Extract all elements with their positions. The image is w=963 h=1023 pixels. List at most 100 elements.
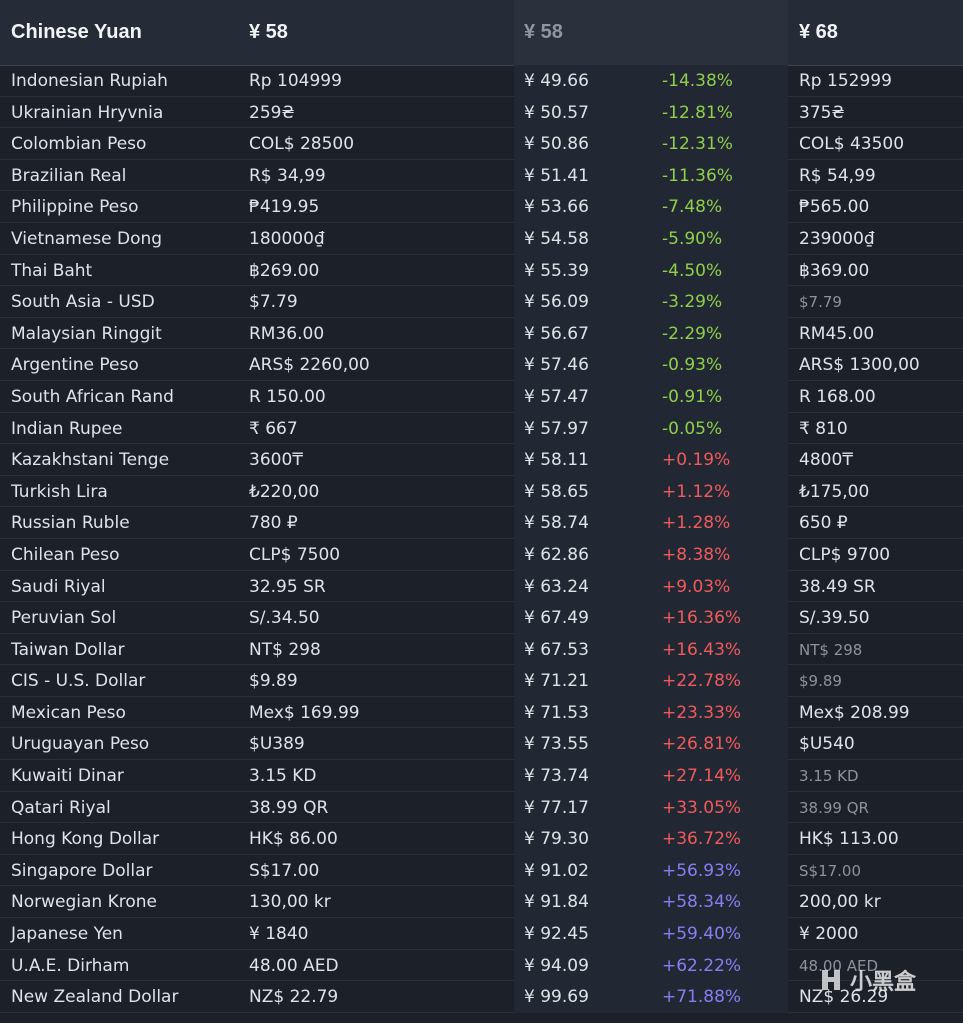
cny-price: ¥ 50.57 [514,96,654,129]
cny-price: ¥ 73.74 [514,760,654,792]
table-row: Indian Rupee ₹ 667 ¥ 57.97 -0.05% ₹ 810 [0,412,963,445]
price-difference: +16.43% [654,633,788,666]
cny-price: ¥ 94.09 [514,949,654,982]
table-row: Vietnamese Dong 180000₫ ¥ 54.58 -5.90% 23900… [0,222,963,255]
alt-price: HK$ 113.00 [799,829,899,850]
currency-name: Turkish Lira [11,481,108,502]
cny-price: ¥ 73.55 [514,728,654,761]
local-price: RM36.00 [249,323,325,344]
price-difference: +0.19% [654,444,788,476]
currency-name: Indian Rupee [11,418,123,439]
local-price: 48.00 AED [249,955,339,976]
table-row: Qatari Riyal 38.99 QR ¥ 77.17 +33.05% 38.99 … [0,791,963,824]
cny-price: ¥ 57.46 [514,349,654,381]
alt-price: R 168.00 [799,386,876,407]
currency-name: U.A.E. Dirham [11,955,130,976]
local-price: COL$ 28500 [249,134,355,155]
alt-price: Mex$ 208.99 [799,702,910,723]
local-price: NZ$ 22.79 [249,987,339,1008]
price-difference: +36.72% [654,823,788,855]
price-difference: +27.14% [654,760,788,792]
cny-price: ¥ 56.67 [514,317,654,350]
currency-name: Indonesian Rupiah [11,71,168,91]
table-row: Brazilian Real R$ 34,99 ¥ 51.41 -11.36% R$ 5… [0,159,963,192]
currency-name: Taiwan Dollar [11,639,125,660]
price-difference: -12.81% [654,96,788,129]
local-price: R$ 34,99 [249,165,326,186]
price-difference: +59.40% [654,918,788,950]
alt-price: 38.49 SR [799,576,876,597]
alt-price: $U540 [799,734,855,755]
alt-price: RM45.00 [799,323,875,344]
alt-price: NZ$ 26.29 [799,987,889,1008]
alt-price: R$ 54,99 [799,165,876,186]
alt-price: $7.79 [799,293,842,312]
table-row: Colombian Peso COL$ 28500 ¥ 50.86 -12.31% CO… [0,128,963,160]
currency-name: Uruguayan Peso [11,734,150,755]
alt-price: ฿369.00 [799,260,870,281]
header-currency: Chinese Yuan [11,21,142,43]
currency-name: Colombian Peso [11,134,147,155]
currency-name: Peruvian Sol [11,608,117,629]
alt-price: ₹ 810 [799,418,848,439]
local-price: 3600₸ [249,450,304,471]
cny-price: ¥ 63.24 [514,570,654,603]
local-price: HK$ 86.00 [249,829,338,850]
table-row: Russian Ruble 780 ₽ ¥ 58.74 +1.28% 650 ₽ [0,507,963,539]
price-difference: +8.38% [654,538,788,571]
table-row: Chilean Peso CLP$ 7500 ¥ 62.86 +8.38% CLP$ 9… [0,538,963,571]
watermark-text: 小黑盒 [850,970,917,995]
table-row: Singapore Dollar S$17.00 ¥ 91.02 +56.93% S$1… [0,854,963,887]
table-row: South Asia - USD $7.79 ¥ 56.09 -3.29% $7.79 [0,286,963,318]
local-price: ₱419.95 [249,197,320,218]
cny-price: ¥ 56.09 [514,286,654,318]
table-row: Peruvian Sol S/.34.50 ¥ 67.49 +16.36% S/.39.… [0,602,963,634]
currency-name: Brazilian Real [11,165,127,186]
local-price: 3.15 KD [249,766,317,787]
price-difference: +23.33% [654,696,788,729]
local-price: $U389 [249,734,305,755]
table-row: Uruguayan Peso $U389 ¥ 73.55 +26.81% $U540 [0,728,963,761]
price-difference: -12.31% [654,128,788,160]
alt-price: $9.89 [799,672,842,691]
cny-price: ¥ 58.65 [514,475,654,508]
alt-price: 650 ₽ [799,513,848,534]
table-row: Ukrainian Hryvnia 259₴ ¥ 50.57 -12.81% 375₴ [0,96,963,129]
local-price: ARS$ 2260,00 [249,355,370,376]
table-row: Malaysian Ringgit RM36.00 ¥ 56.67 -2.29% RM4… [0,317,963,350]
price-difference: -7.48% [654,191,788,223]
price-table: Indonesian Rupiah Rp 104999 ¥ 49.66 -14.38%… [0,65,963,1013]
currency-name: Russian Ruble [11,513,130,534]
table-row: Argentine Peso ARS$ 2260,00 ¥ 57.46 -0.93% A… [0,349,963,381]
price-difference: +62.22% [654,949,788,982]
cny-price: ¥ 79.30 [514,823,654,855]
price-difference: +26.81% [654,728,788,761]
price-difference: -14.38% [654,65,788,97]
table-header: Chinese Yuan ¥ 58 ¥ 58 ¥ 68 [0,0,963,66]
alt-price: NT$ 298 [799,640,863,659]
alt-price: 375₴ [799,102,845,123]
currency-name: Vietnamese Dong [11,228,163,249]
local-price: ₺220,00 [249,481,320,502]
table-row: U.A.E. Dirham 48.00 AED ¥ 94.09 +62.22% 48.0… [0,949,963,982]
currency-name: CIS - U.S. Dollar [11,671,146,692]
currency-name: Mexican Peso [11,702,126,723]
alt-price: S/.39.50 [799,608,870,629]
table-row: Norwegian Krone 130,00 kr ¥ 91.84 +58.34% 20… [0,886,963,919]
cny-price: ¥ 58.11 [514,444,654,476]
cny-price: ¥ 71.21 [514,665,654,697]
price-difference: +58.34% [654,886,788,919]
cny-price: ¥ 55.39 [514,254,654,287]
table-row: Hong Kong Dollar HK$ 86.00 ¥ 79.30 +36.72% H… [0,823,963,855]
alt-price: ₱565.00 [799,197,870,218]
table-row: Saudi Riyal 32.95 SR ¥ 63.24 +9.03% 38.49 SR [0,570,963,603]
table-row: Taiwan Dollar NT$ 298 ¥ 67.53 +16.43% NT$ 29… [0,633,963,666]
local-price: 259₴ [249,102,295,123]
local-price: NT$ 298 [249,639,321,660]
currency-name: Kuwaiti Dinar [11,766,124,787]
alt-price: 48.00 AED [799,956,878,975]
currency-name: Norwegian Krone [11,892,157,913]
price-difference: +56.93% [654,854,788,887]
local-price: Mex$ 169.99 [249,702,360,723]
local-price: S$17.00 [249,860,320,881]
